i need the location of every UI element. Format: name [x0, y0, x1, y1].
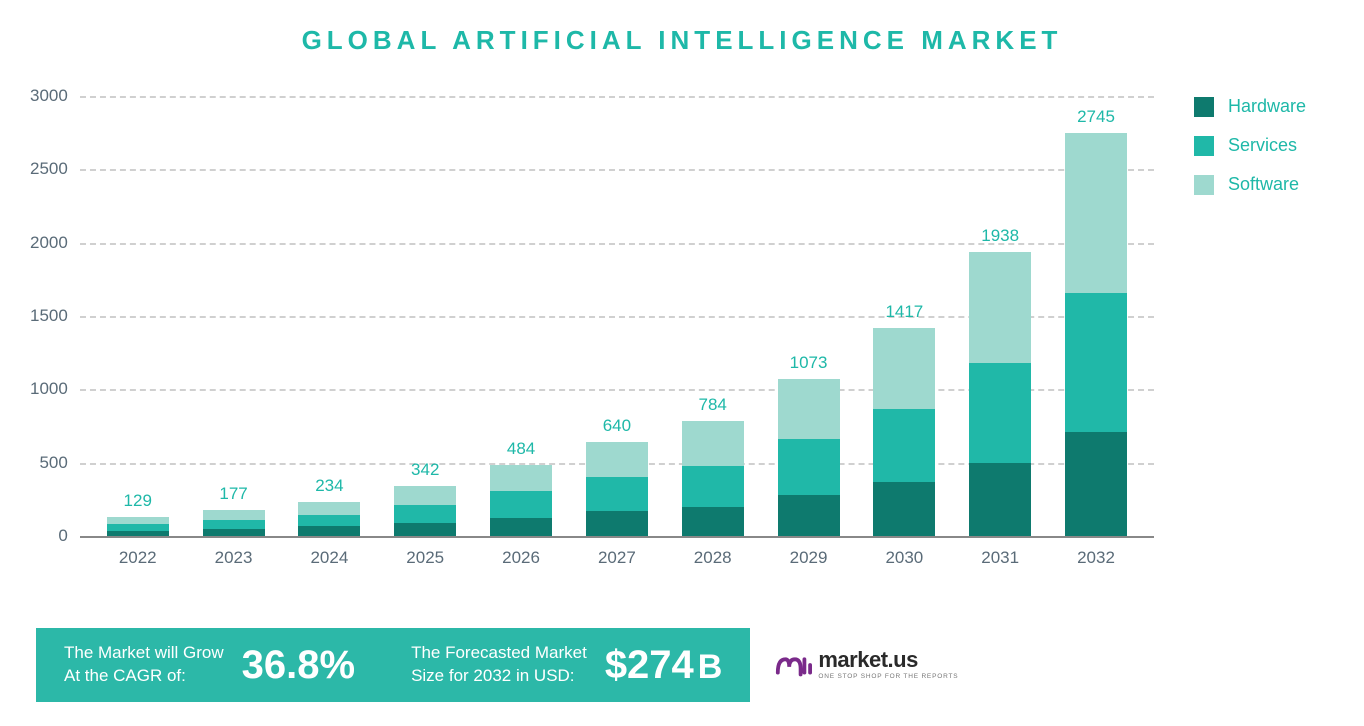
bar-segment-services [203, 520, 265, 529]
bar-segment-software [203, 510, 265, 520]
x-tick-label: 2030 [873, 548, 935, 568]
cagr-label-line1: The Market will Grow [64, 642, 224, 665]
bar-group: 234 [298, 502, 360, 536]
forecast-label-line1: The Forecasted Market [411, 642, 587, 665]
legend-item: Software [1194, 174, 1334, 195]
x-tick-label: 2028 [682, 548, 744, 568]
bar-segment-software [969, 252, 1031, 363]
legend-swatch [1194, 136, 1214, 156]
bar-segment-services [586, 477, 648, 511]
bar-segment-hardware [298, 526, 360, 536]
plot: 129 177 234 342 484 640 784 1073 1417 1938 2745 20… [80, 96, 1154, 566]
bar-segment-hardware [490, 518, 552, 536]
chart-title: GLOBAL ARTIFICIAL INTELLIGENCE MARKET [30, 25, 1334, 56]
brand-name: market.us [818, 649, 958, 671]
cagr-box: The Market will Grow At the CAGR of: 36.… [36, 628, 383, 702]
cagr-label-line2: At the CAGR of: [64, 665, 224, 688]
brand-text: market.us ONE STOP SHOP FOR THE REPORTS [818, 649, 958, 681]
forecast-box: The Forecasted Market Size for 2032 in U… [383, 628, 750, 702]
chart-area: 300025002000150010005000 129 177 234 342 484… [30, 96, 1334, 596]
x-tick-label: 2025 [394, 548, 456, 568]
legend-swatch [1194, 175, 1214, 195]
legend-label: Services [1228, 135, 1297, 156]
bar-total-label: 129 [107, 491, 169, 511]
x-axis-baseline [80, 536, 1154, 538]
bar-segment-services [394, 505, 456, 523]
bar-group: 640 [586, 442, 648, 536]
bar-segment-services [778, 439, 840, 495]
bar-segment-hardware [1065, 432, 1127, 536]
legend-item: Hardware [1194, 96, 1334, 117]
x-tick-label: 2029 [778, 548, 840, 568]
bar-segment-software [394, 486, 456, 505]
footer: The Market will Grow At the CAGR of: 36.… [36, 628, 958, 702]
bar-segment-software [873, 328, 935, 409]
bar-group: 1938 [969, 252, 1031, 536]
bar-total-label: 177 [203, 484, 265, 504]
bar-group: 2745 [1065, 133, 1127, 536]
brand-tagline: ONE STOP SHOP FOR THE REPORTS [818, 674, 958, 681]
bar-group: 784 [682, 421, 744, 536]
bar-total-label: 1417 [873, 302, 935, 322]
bar-group: 129 [107, 517, 169, 536]
x-tick-label: 2031 [969, 548, 1031, 568]
brand-icon [774, 646, 812, 684]
bar-segment-services [873, 409, 935, 482]
x-tick-label: 2027 [586, 548, 648, 568]
x-tick-label: 2023 [203, 548, 265, 568]
bar-segment-services [1065, 293, 1127, 432]
x-tick-label: 2032 [1065, 548, 1127, 568]
forecast-value-number: $274 [605, 643, 694, 687]
bar-group: 484 [490, 465, 552, 536]
bar-total-label: 2745 [1065, 107, 1127, 127]
bar-total-label: 484 [490, 439, 552, 459]
bar-segment-hardware [203, 529, 265, 536]
bar-segment-hardware [873, 482, 935, 536]
cagr-value: 36.8% [242, 643, 355, 688]
legend-item: Services [1194, 135, 1334, 156]
bar-group: 342 [394, 486, 456, 536]
bar-total-label: 784 [682, 395, 744, 415]
bar-segment-hardware [682, 507, 744, 536]
bar-total-label: 640 [586, 416, 648, 436]
forecast-value-unit: B [698, 648, 723, 686]
bar-total-label: 1938 [969, 226, 1031, 246]
x-tick-label: 2024 [298, 548, 360, 568]
bar-segment-hardware [969, 463, 1031, 536]
bar-group: 177 [203, 510, 265, 536]
legend-label: Hardware [1228, 96, 1306, 117]
legend: Hardware Services Software [1154, 96, 1334, 596]
x-tick-label: 2026 [490, 548, 552, 568]
y-axis: 300025002000150010005000 [30, 96, 80, 536]
bar-segment-hardware [778, 495, 840, 536]
bar-total-label: 1073 [778, 353, 840, 373]
bar-group: 1073 [778, 379, 840, 536]
bar-segment-software [107, 517, 169, 524]
bar-segment-services [682, 466, 744, 507]
bar-segment-software [778, 379, 840, 440]
bar-segment-services [969, 363, 1031, 463]
bar-segment-software [298, 502, 360, 515]
bar-segment-hardware [586, 511, 648, 536]
bar-segment-software [490, 465, 552, 491]
bar-total-label: 234 [298, 476, 360, 496]
legend-label: Software [1228, 174, 1299, 195]
bars-container: 129 177 234 342 484 640 784 1073 1417 1938 2745 [80, 96, 1154, 536]
forecast-value: $274B [605, 643, 723, 688]
brand: market.us ONE STOP SHOP FOR THE REPORTS [774, 646, 958, 684]
bar-segment-services [298, 515, 360, 527]
bar-segment-software [1065, 133, 1127, 292]
forecast-label-line2: Size for 2032 in USD: [411, 665, 587, 688]
x-axis-labels: 2022 2023 2024 2025 2026 2027 2028 2029 2030 2031… [80, 548, 1154, 568]
cagr-label: The Market will Grow At the CAGR of: [64, 642, 224, 688]
bar-segment-software [682, 421, 744, 466]
bar-segment-hardware [394, 523, 456, 536]
x-tick-label: 2022 [107, 548, 169, 568]
bar-segment-software [586, 442, 648, 477]
bar-segment-services [490, 491, 552, 517]
bar-total-label: 342 [394, 460, 456, 480]
bar-group: 1417 [873, 328, 935, 536]
forecast-label: The Forecasted Market Size for 2032 in U… [411, 642, 587, 688]
legend-swatch [1194, 97, 1214, 117]
